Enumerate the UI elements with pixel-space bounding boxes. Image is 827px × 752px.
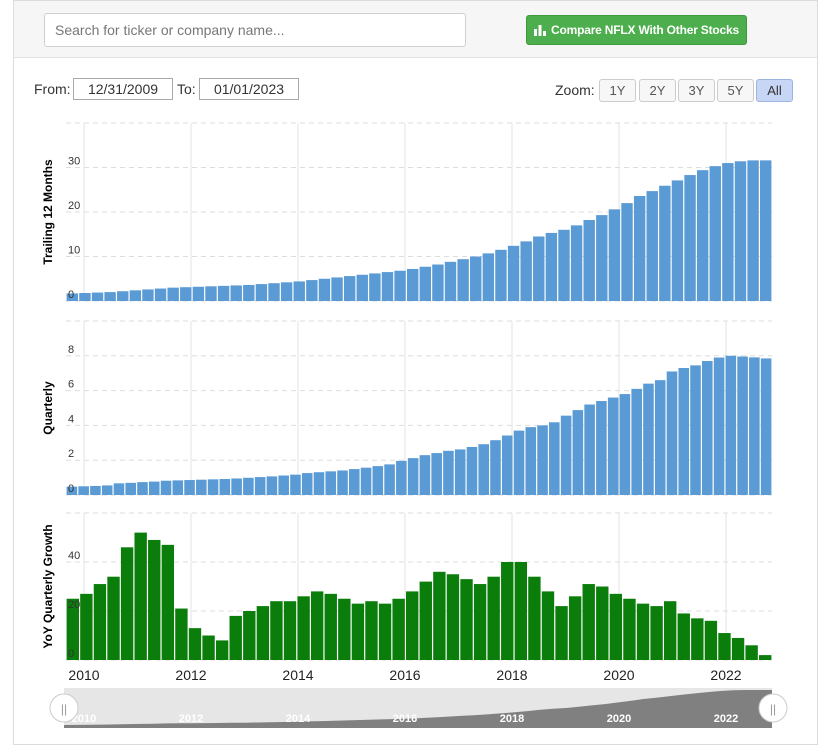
navigator-year-label: 2018 [500, 713, 524, 725]
compare-button-label: Compare NFLX With Other Stocks [551, 23, 739, 37]
from-label: From: [34, 81, 71, 97]
zoom-5y-button[interactable]: 5Y [717, 79, 754, 102]
navigator-right-handle[interactable]: || [758, 693, 788, 723]
from-date-input[interactable] [73, 78, 173, 100]
zoom-all-button[interactable]: All [756, 79, 793, 102]
navigator-year-label: 2020 [607, 713, 631, 725]
zoom-2y-button[interactable]: 2Y [639, 79, 676, 102]
navigator-year-label: 2014 [286, 713, 311, 725]
bar-chart-icon [534, 24, 547, 36]
zoom-1y-button[interactable]: 1Y [599, 79, 636, 102]
range-navigator[interactable]: 2010 2012 2014 2016 2018 2020 2022 || || [49, 688, 788, 728]
search-input[interactable] [44, 13, 466, 47]
navigator-left-handle[interactable]: || [49, 693, 79, 723]
navigator-year-label: 2016 [393, 713, 417, 725]
compare-stocks-button[interactable]: Compare NFLX With Other Stocks [526, 15, 747, 45]
zoom-label: Zoom: [555, 82, 595, 98]
to-label: To: [177, 81, 196, 97]
navigator-year-label: 2022 [714, 713, 738, 725]
drag-grip-icon: || [61, 702, 67, 716]
zoom-3y-button[interactable]: 3Y [678, 79, 715, 102]
drag-grip-icon: || [770, 702, 776, 716]
handle-circle [758, 693, 788, 723]
handle-circle [49, 693, 79, 723]
to-date-input[interactable] [199, 78, 299, 100]
navigator-series-area [64, 690, 772, 728]
chart-widget [13, 0, 818, 745]
navigator-year-label: 2010 [72, 713, 96, 725]
navigator-year-label: 2012 [179, 713, 203, 725]
